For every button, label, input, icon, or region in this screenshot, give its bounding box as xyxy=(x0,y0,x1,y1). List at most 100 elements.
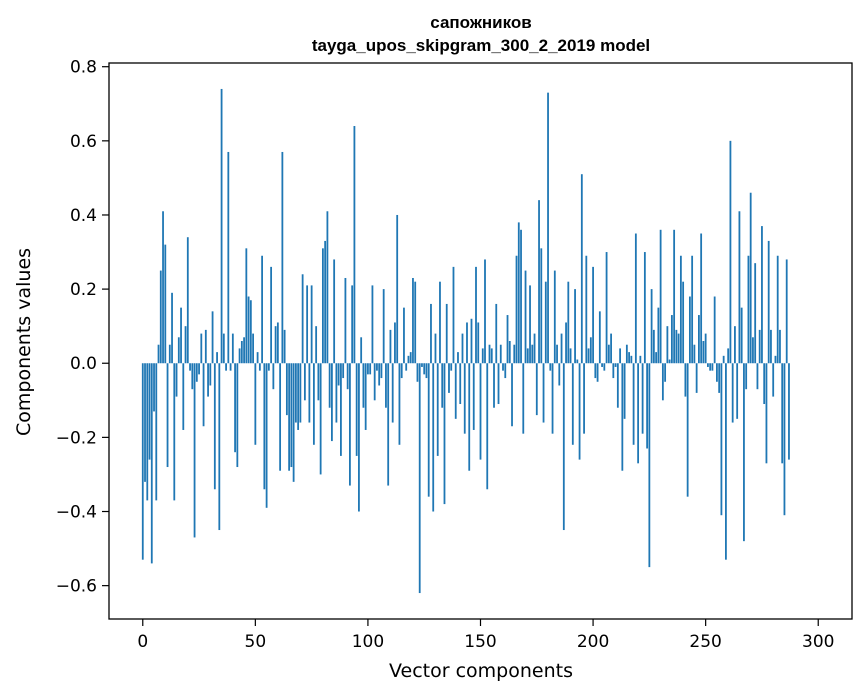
bar-102 xyxy=(371,285,374,364)
bar-37 xyxy=(225,363,227,371)
bar-41 xyxy=(234,363,236,453)
bar-247 xyxy=(698,315,700,364)
bar-155 xyxy=(490,348,493,364)
bar-72 xyxy=(303,363,306,401)
bar-54 xyxy=(263,363,266,490)
bar-277 xyxy=(765,363,768,464)
bar-85 xyxy=(333,259,336,364)
bar-283 xyxy=(779,329,781,364)
bar-174 xyxy=(533,333,536,364)
bar-149 xyxy=(477,322,480,364)
bar-154 xyxy=(488,344,491,364)
bar-210 xyxy=(614,363,617,367)
bar-229 xyxy=(657,307,660,364)
bar-77 xyxy=(315,326,318,364)
bar-13 xyxy=(171,292,173,364)
bar-12 xyxy=(168,344,171,364)
bar-84 xyxy=(331,363,333,442)
bar-147 xyxy=(472,363,475,430)
bar-244 xyxy=(691,255,694,364)
bar-10 xyxy=(164,244,167,364)
bar-233 xyxy=(666,326,669,364)
bar-32 xyxy=(213,363,216,490)
bar-110 xyxy=(389,329,392,364)
x-tick-label: 50 xyxy=(245,632,267,652)
bar-17 xyxy=(180,307,182,364)
bar-117 xyxy=(405,363,408,371)
bar-228 xyxy=(655,352,658,364)
bar-68 xyxy=(294,363,297,423)
bar-163 xyxy=(508,341,511,364)
y-tick-label: 0.4 xyxy=(70,206,97,226)
bar-47 xyxy=(247,296,250,364)
bar-226 xyxy=(650,289,653,364)
bar-36 xyxy=(222,333,225,364)
y-tick-label: −0.6 xyxy=(56,577,97,597)
x-tick-label: 300 xyxy=(802,632,834,652)
bar-219 xyxy=(634,233,637,364)
bar-173 xyxy=(531,344,534,364)
bar-64 xyxy=(285,363,288,416)
bar-184 xyxy=(556,344,558,364)
bar-198 xyxy=(587,348,590,364)
bar-30 xyxy=(209,363,212,386)
bar-109 xyxy=(387,363,390,486)
bar-128 xyxy=(430,303,432,364)
bar-185 xyxy=(558,363,561,386)
bar-145 xyxy=(468,363,471,471)
bar-70 xyxy=(299,363,302,423)
bar-63 xyxy=(283,329,286,364)
bar-231 xyxy=(661,363,664,401)
bar-158 xyxy=(497,363,500,405)
bar-254 xyxy=(713,296,716,364)
bar-138 xyxy=(452,266,455,364)
y-tick-label: 0.6 xyxy=(70,132,97,152)
y-tick-label: −0.2 xyxy=(56,428,97,448)
bar-99 xyxy=(364,363,367,430)
bar-181 xyxy=(549,363,552,371)
bar-188 xyxy=(565,322,567,364)
bar-19 xyxy=(184,326,187,364)
bar-141 xyxy=(459,363,462,405)
bar-208 xyxy=(610,333,612,364)
bar-211 xyxy=(616,363,619,408)
y-tick-label: −0.4 xyxy=(56,503,97,523)
bar-167 xyxy=(517,222,520,364)
bar-267 xyxy=(743,363,745,542)
bar-259 xyxy=(725,363,727,560)
bar-125 xyxy=(423,363,426,375)
bar-182 xyxy=(551,363,554,434)
bar-217 xyxy=(630,355,633,364)
bar-234 xyxy=(668,359,671,364)
bar-172 xyxy=(529,285,531,364)
x-axis: 0 50 100 150 200 250 300 xyxy=(137,619,834,652)
bar-121 xyxy=(414,281,417,364)
bar-143 xyxy=(463,363,466,434)
bar-266 xyxy=(740,307,743,364)
bar-258 xyxy=(722,355,725,364)
bar-2 xyxy=(146,363,149,501)
bar-142 xyxy=(461,333,464,364)
bar-4 xyxy=(150,363,153,564)
bar-61 xyxy=(279,363,282,471)
bar-151 xyxy=(481,348,484,364)
bar-105 xyxy=(378,363,381,386)
bar-29 xyxy=(207,363,209,397)
bar-165 xyxy=(513,344,516,364)
bar-213 xyxy=(621,363,624,471)
bar-8 xyxy=(159,270,162,364)
bar-180 xyxy=(547,92,549,364)
bar-201 xyxy=(594,363,597,379)
bar-44 xyxy=(240,341,243,364)
bar-26 xyxy=(200,333,203,364)
bar-31 xyxy=(211,311,214,364)
bar-88 xyxy=(340,363,342,456)
bar-51 xyxy=(256,352,259,364)
bar-92 xyxy=(349,363,351,486)
bar-157 xyxy=(495,303,498,364)
bar-113 xyxy=(396,214,399,364)
bar-212 xyxy=(619,348,621,364)
bar-194 xyxy=(578,363,581,460)
bar-66 xyxy=(290,363,293,468)
bar-94 xyxy=(353,126,356,364)
